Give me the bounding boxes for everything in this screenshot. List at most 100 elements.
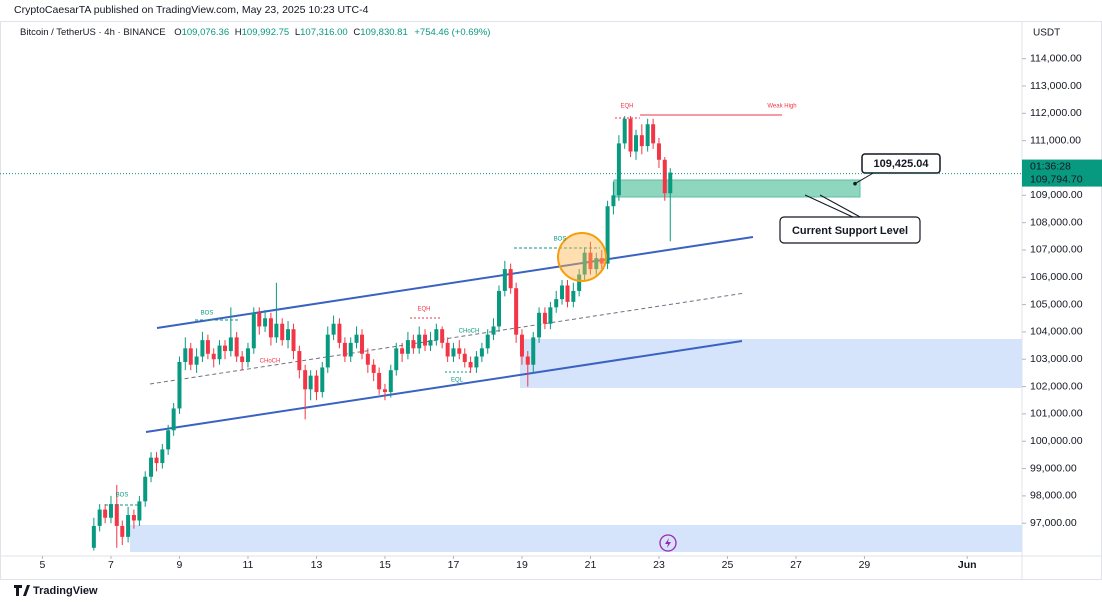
candle-body [474,356,479,368]
candle-body [668,172,673,194]
candle-body [388,370,393,393]
candle-body [286,329,291,341]
candle-body [234,337,239,357]
candle-body [303,370,308,390]
candle-body [325,334,330,368]
notes: BOS BOS CHoCH EQH CHoCH EQL BOS EQH Weak High [116,104,797,499]
candle-body [291,329,296,352]
candle-body [405,340,410,354]
candle-body [360,334,365,354]
y-tick-label: 102,000.00 [1030,380,1083,392]
ohlc-key: H [235,27,242,38]
y-tick-label: 101,000.00 [1030,408,1083,420]
candle-body [91,525,96,548]
candle-body [428,340,433,346]
y-tick-label: 105,000.00 [1030,298,1083,310]
candle-body [548,307,553,324]
candle-body [228,337,233,352]
candle-body [382,389,387,393]
candle-body [126,515,131,537]
candle-body [440,329,445,343]
candle-body [537,312,542,338]
price-label-box [1022,159,1102,187]
candle-body [274,323,279,338]
x-tick-label: 23 [653,559,665,571]
candle-body [571,290,576,302]
candle-body [114,504,119,526]
y-tick-label: 112,000.00 [1030,107,1082,119]
candle-body [645,124,650,147]
candle-body [251,312,256,349]
y-tick-label: 106,000.00 [1030,271,1083,283]
brand-logo [14,585,30,596]
candle-body [462,353,467,362]
ohlc-key: O [174,27,181,38]
symbol-header: Bitcoin / TetherUS · 4h · BINANCE O109,0… [20,27,490,38]
candle-body [245,348,250,362]
brand-name: TradingView [33,585,98,597]
candle-body [314,375,319,393]
x-tick-label: 27 [790,559,802,571]
candle-body [628,118,633,152]
y-tick-label: 103,000.00 [1030,353,1083,365]
x-tick-label: 13 [311,559,323,571]
x-tick-label: 21 [585,559,597,571]
highlight-circle [557,232,607,282]
publisher-line: CryptoCaesarTA published on TradingView.… [14,4,369,16]
structure-label: BOS [554,237,567,243]
y-tick-label: 104,000.00 [1030,326,1083,338]
candle-body [577,274,582,291]
candle-body [497,290,502,327]
candle-body [451,348,456,357]
demand-zone [130,525,1022,552]
candle-body [103,509,108,518]
candle-body [508,269,513,289]
x-tick-label: 9 [177,559,183,571]
structure-label: EQL [451,378,464,384]
candle-body [354,334,359,343]
candle-body [337,323,342,343]
candle-body [582,252,587,275]
y-tick-label: 107,000.00 [1030,244,1083,256]
candle-body [594,258,599,270]
callout-text: 109,425.04 [873,158,929,170]
candle-body [348,342,353,357]
x-tick-label: 25 [722,559,734,571]
structure-label: EQH [417,307,430,313]
brand: TradingView [14,585,98,597]
callout-pointer [819,194,863,219]
candle-body [365,353,370,365]
countdown: 01:36:28 [1030,160,1071,172]
candle-body [217,345,222,360]
candle-body [240,356,245,362]
y-tick-label: 113,000.00 [1030,80,1082,92]
candle-body [411,340,416,349]
x-tick-label: 19 [516,559,528,571]
candle-body [137,501,142,521]
candle-body [491,326,496,335]
candle-body [97,509,102,526]
candle-body [154,457,159,464]
candle-body [194,356,199,365]
ohlc-value: 109,830.81 [360,27,408,38]
candle-body [183,348,188,362]
candle-body [542,312,547,324]
ohlc-key: L [295,27,300,38]
price-label: 109,794.70 [1030,173,1083,185]
candle-body [308,375,313,390]
candle-body [171,408,176,431]
candle-body [108,504,113,518]
y-tick-label: 98,000.00 [1030,490,1077,502]
structure-label: CHoCH [260,359,281,365]
candle-body [377,372,382,390]
candle-body [519,334,524,357]
y-tick-label: 97,000.00 [1030,517,1077,529]
structure-label: BOS [116,493,129,499]
candle-body [457,348,462,354]
ohlc-value: 107,316.00 [300,27,348,38]
channel-upper [156,236,754,329]
demand-zone [520,339,1022,388]
candle-body [280,323,285,341]
candle-body [268,318,273,338]
